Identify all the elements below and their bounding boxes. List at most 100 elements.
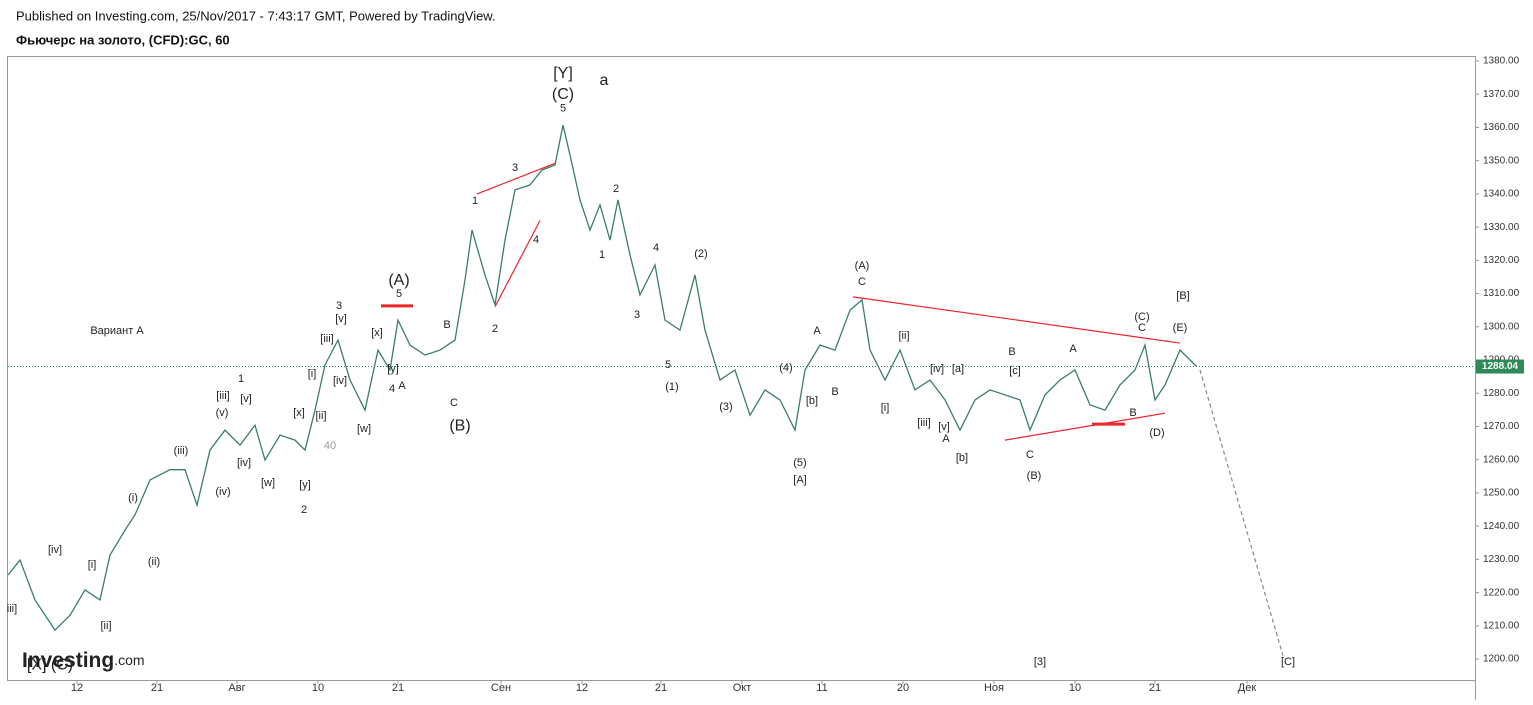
wave-label: 1 [238,373,244,385]
wave-label: (C) [1134,311,1149,323]
wave-label: 3 [336,300,342,312]
wave-label: 1 [599,249,605,261]
wave-label: (A) [388,272,409,289]
x-tick-label: 20 [897,682,909,694]
wave-label: a [600,72,609,89]
x-tick-label: 21 [1149,682,1161,694]
wave-label: (C) [552,86,574,103]
wave-label: (iv) [215,486,230,498]
wave-label: [iii] [320,333,333,345]
wave-label: iii] [7,603,17,615]
y-tick-label: 1340.00 [1483,189,1520,200]
wave-label: [iv] [333,375,347,387]
wave-label: [i] [308,368,317,380]
wave-label: 3 [512,162,518,174]
wave-label: [B] [1176,290,1189,302]
wave-label: [y] [387,363,399,375]
wave-label: [iv] [48,544,62,556]
y-tick-label: 1300.00 [1483,321,1520,332]
wave-label: B [831,386,838,398]
y-tick-label: 1350.00 [1483,155,1520,166]
wave-label: [a] [952,363,964,375]
wave-label: A [1069,343,1077,355]
wave-label: [iii] [917,417,930,429]
last-price-box [1476,359,1524,374]
wave-label: 5 [665,359,671,371]
wave-label: [v] [335,313,347,325]
wave-label: (i) [128,492,138,504]
wave-label: [iii] [216,390,229,402]
wave-label: [ii] [316,410,327,422]
wave-label: (ii) [148,556,160,568]
x-tick-label: Окт [733,682,752,694]
x-tick-label: 10 [1069,682,1081,694]
wave-label: 4 [533,234,539,246]
x-tick-label: 12 [71,682,83,694]
x-tick-label: 11 [816,682,827,694]
trendline [1004,412,1166,441]
wave-label: 40 [324,440,336,452]
wave-label: B [1129,407,1136,419]
last-price-label: 1288.04 [1482,361,1519,372]
y-tick-label: 1230.00 [1483,554,1520,565]
logo-suffix: .com [114,652,144,668]
wave-label: 4 [653,242,659,254]
y-tick-label: 1310.00 [1483,288,1520,299]
wave-label: Вариант A [90,325,144,337]
y-tick-label: 1320.00 [1483,255,1520,266]
wave-label: B [1008,346,1015,358]
y-tick-label: 1380.00 [1483,56,1520,67]
wave-label: 2 [613,183,619,195]
wave-label: [i] [88,559,97,571]
trendline [476,162,556,195]
wave-label: (B) [449,417,470,434]
x-tick-label: 21 [151,682,163,694]
wave-label: (4) [779,362,792,374]
x-tick-label: 21 [392,682,404,694]
wave-label: (D) [1149,427,1164,439]
wave-label: C [1026,449,1034,461]
wave-label: [v] [240,393,252,405]
wave-label: [A] [793,474,806,486]
x-tick-label: Авг [228,682,245,694]
wave-label: [iv] [237,457,251,469]
wave-label: 3 [634,309,640,321]
wave-label: [ii] [899,330,910,342]
logo-word: Investing [22,649,114,672]
wave-label: (1) [665,381,678,393]
wave-label: [b] [956,452,968,464]
plot-frame [7,56,1476,681]
wave-label: (A) [855,260,870,272]
wave-label: 5 [560,103,566,115]
wave-label: (E) [1173,322,1188,334]
wave-label: A [398,380,406,392]
y-tick-label: 1240.00 [1483,521,1520,532]
wave-label: [c] [1009,365,1021,377]
y-tick-label: 1330.00 [1483,222,1520,233]
wave-label: [y] [299,479,311,491]
wave-label: [ii] [101,620,112,632]
wave-label: [w] [357,423,371,435]
y-tick-label: 1250.00 [1483,488,1520,499]
price-line [7,124,1198,632]
wave-label: 2 [301,504,307,516]
logo: Investing.com [22,649,145,672]
trendline [494,220,541,308]
wave-label: A [942,433,950,445]
wave-label: (5) [793,457,806,469]
x-tick-label: Дек [1238,682,1257,694]
wave-label: A [813,325,821,337]
x-tick-label: 10 [312,682,324,694]
wave-label: [v] [938,421,950,433]
x-tick-label: Сен [491,682,511,694]
wave-label: [i] [881,402,890,414]
trendline [852,296,1181,344]
y-tick-label: 1360.00 [1483,122,1520,133]
wave-label: 5 [396,288,402,300]
wave-label: (3) [719,401,732,413]
published-note: Published on Investing.com, 25/Nov/2017 … [16,8,496,23]
wave-label: (2) [694,248,707,260]
wave-label: C [1138,322,1146,334]
y-tick-label: 1270.00 [1483,421,1520,432]
